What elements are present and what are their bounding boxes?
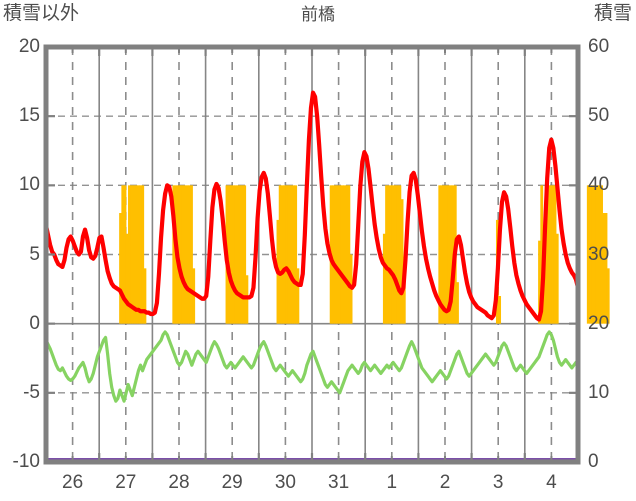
y-axis-tick-label: 20 xyxy=(18,36,40,57)
x-axis-tick-label: 3 xyxy=(492,472,504,493)
y2-axis-tick-label: 20 xyxy=(588,312,610,334)
y2-axis-tick-label: 30 xyxy=(588,243,610,265)
chart-title: 前橋 xyxy=(301,5,335,24)
y2-axis-tick-label: 10 xyxy=(588,381,610,403)
temperature-line xyxy=(43,90,581,322)
axis-ticks xyxy=(44,45,580,464)
y2-axis-tick-label: 50 xyxy=(588,105,610,127)
y-axis-tick-label: 0 xyxy=(29,312,40,334)
y2-axis-tick-label: 40 xyxy=(588,174,610,196)
x-axis-tick-label: 31 xyxy=(328,472,350,493)
x-axis-tick-label: 27 xyxy=(115,472,137,493)
x-axis-tick-label: 4 xyxy=(546,472,557,493)
y-axis-tick-label: -10 xyxy=(12,451,40,472)
x-axis-tick-label: 28 xyxy=(168,472,190,493)
y2-axis-tick-label: 60 xyxy=(588,36,610,57)
y-axis-tick-label: -5 xyxy=(23,381,40,403)
y-axis-tick-label: 5 xyxy=(29,243,40,265)
x-axis-tick-label: 2 xyxy=(439,472,451,493)
left-axis-title: 積雪以外 xyxy=(3,3,80,24)
x-axis-tick-label: 30 xyxy=(274,472,296,493)
y2-axis-tick-label: 0 xyxy=(588,451,599,472)
sunshine-bars xyxy=(119,185,610,324)
right-axis-title: 積雪 xyxy=(593,3,632,24)
x-axis-tick-label: 26 xyxy=(62,472,84,493)
green-series-line xyxy=(44,330,580,403)
y-axis-tick-label: 15 xyxy=(18,105,40,127)
x-axis-tick-label: 29 xyxy=(221,472,243,493)
y-axis-tick-label: 10 xyxy=(18,174,40,196)
x-axis-tick-label: 1 xyxy=(386,472,398,493)
